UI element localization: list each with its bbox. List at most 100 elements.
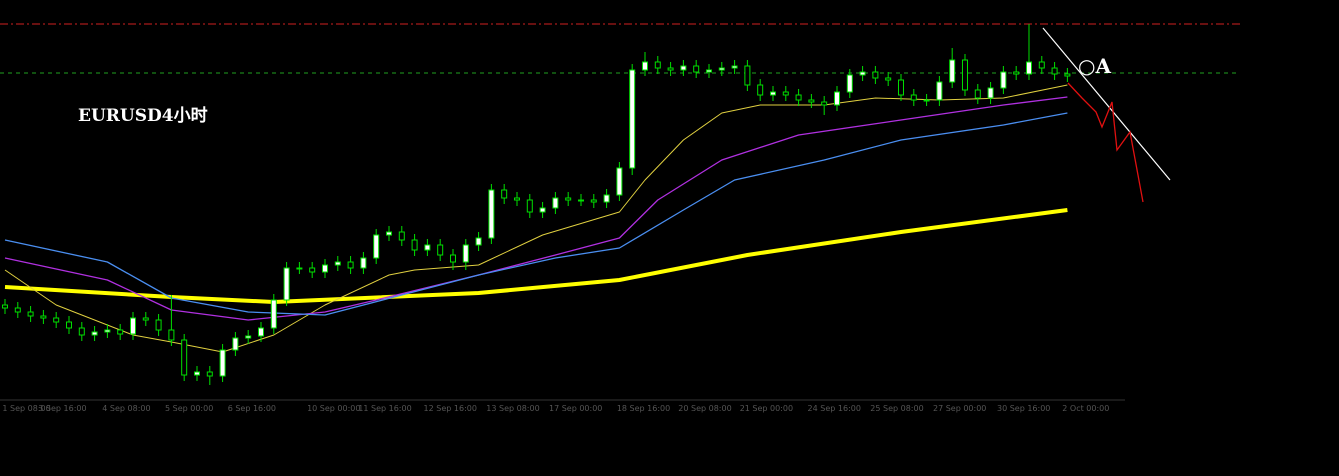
candle-body: [462, 244, 469, 263]
candle-body: [603, 194, 610, 203]
trend-line: [1042, 27, 1171, 181]
indicator-line: [4, 96, 1068, 321]
candle-body: [577, 199, 584, 202]
candle-body: [501, 189, 508, 199]
candle-body: [936, 81, 943, 101]
candle-body: [104, 329, 111, 333]
candle-body: [385, 231, 392, 236]
candle-body: [744, 65, 751, 86]
candle-body: [1013, 71, 1020, 75]
candle-body: [654, 61, 661, 69]
candle-body: [424, 244, 431, 251]
x-tick-label: 2 Oct 00:00: [1062, 404, 1109, 413]
candle-body: [846, 74, 853, 93]
candle-body: [53, 317, 60, 323]
candle-body: [181, 339, 188, 376]
candle-body: [565, 197, 572, 201]
x-tick-label: 21 Sep 00:00: [740, 404, 793, 413]
projection-zigzag: [1067, 82, 1144, 203]
candle-body: [961, 59, 968, 91]
candle-body: [513, 197, 520, 201]
candle-body: [219, 349, 226, 377]
x-tick-label: 20 Sep 08:00: [678, 404, 731, 413]
candle-body: [283, 267, 290, 301]
candle-body: [14, 307, 21, 313]
candle-body: [475, 237, 482, 246]
x-tick-label: 30 Sep 16:00: [997, 404, 1050, 413]
candle-body: [117, 329, 124, 335]
candle-body: [155, 319, 162, 331]
candle-body: [360, 257, 367, 269]
candle-body: [193, 371, 200, 376]
annotation: ○A: [1078, 54, 1111, 78]
candle-body: [40, 315, 47, 319]
x-tick-label: 3 Sep 16:00: [38, 404, 86, 413]
candle-body: [245, 335, 252, 339]
candle-body: [795, 94, 802, 101]
candle-body: [296, 267, 303, 270]
x-tick-label: 5 Sep 00:00: [165, 404, 213, 413]
candle-body: [949, 59, 956, 83]
candle-body: [590, 199, 597, 203]
candle-body: [667, 67, 674, 71]
candle-body: [168, 329, 175, 341]
candle-body: [1038, 61, 1045, 69]
candle-body: [1025, 61, 1032, 75]
x-tick-label: 17 Sep 00:00: [549, 404, 602, 413]
candle-body: [782, 91, 789, 96]
candle-body: [731, 65, 738, 69]
candle-body: [897, 79, 904, 96]
candle-body: [629, 69, 636, 169]
candle-body: [859, 71, 866, 76]
candle-body: [91, 331, 98, 336]
candle-body: [910, 94, 917, 101]
candle-body: [1000, 71, 1007, 89]
candle-body: [1, 304, 8, 309]
candle-body: [257, 327, 264, 337]
x-tick-label: 10 Sep 00:00: [307, 404, 360, 413]
candle-body: [398, 231, 405, 241]
candle-body: [680, 65, 687, 71]
x-tick-label: 27 Sep 00:00: [933, 404, 986, 413]
candle-body: [693, 65, 700, 73]
candle-body: [705, 69, 712, 73]
candle-body: [488, 189, 495, 239]
x-tick-label: 11 Sep 16:00: [358, 404, 411, 413]
x-tick-label: 1 Sep 08:00: [2, 404, 50, 413]
candle-body: [449, 254, 456, 263]
candle-body: [1051, 67, 1058, 75]
x-tick-label: 18 Sep 16:00: [617, 404, 670, 413]
candle-body: [129, 317, 136, 335]
candle-body: [552, 197, 559, 209]
candle-body: [872, 71, 879, 79]
candle-body: [821, 101, 828, 106]
candle-body: [347, 261, 354, 269]
candle-body: [641, 61, 648, 71]
indicator-line: [4, 112, 1068, 316]
chart-title: EURUSD4小时: [78, 106, 208, 126]
candle-body: [616, 167, 623, 196]
candle-body: [1064, 73, 1071, 77]
candle-body: [757, 84, 764, 96]
candle-body: [833, 91, 840, 106]
candle-body: [27, 311, 34, 317]
candle-body: [885, 77, 892, 81]
x-tick-label: 24 Sep 16:00: [808, 404, 861, 413]
x-tick-label: 4 Sep 08:00: [102, 404, 150, 413]
candle-body: [321, 264, 328, 273]
candle-body: [65, 321, 72, 329]
x-tick-label: 13 Sep 08:00: [486, 404, 539, 413]
candle-body: [526, 199, 533, 213]
x-tick-label: 6 Sep 16:00: [228, 404, 276, 413]
indicator-line: [4, 208, 1068, 304]
candle-body: [142, 317, 149, 321]
candle-body: [974, 89, 981, 99]
candle-body: [78, 327, 85, 336]
x-tick-label: 25 Sep 08:00: [870, 404, 923, 413]
candle-body: [539, 207, 546, 213]
candle-body: [718, 67, 725, 71]
candle-body: [206, 371, 213, 377]
candle-body: [987, 87, 994, 99]
